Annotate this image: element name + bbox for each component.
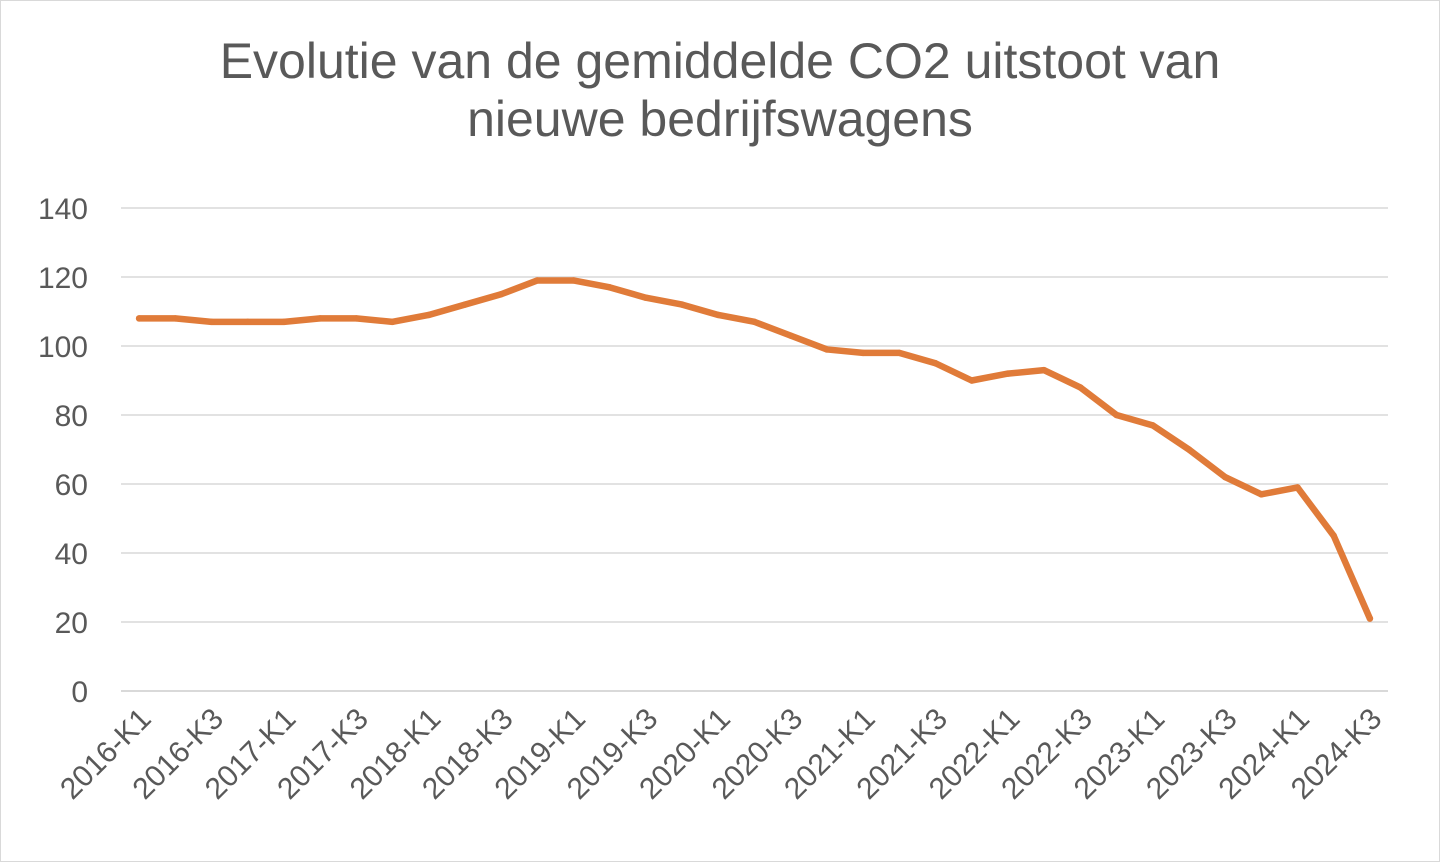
data-point	[968, 377, 975, 384]
data-point	[715, 311, 722, 319]
data-point	[1330, 532, 1337, 539]
data-point	[316, 315, 324, 322]
data-point	[1040, 366, 1048, 374]
data-point	[389, 318, 396, 326]
data-point	[1221, 473, 1229, 481]
gridlines	[121, 207, 1388, 692]
data-point	[570, 277, 577, 284]
data-point	[823, 346, 831, 353]
data-point	[497, 291, 505, 298]
y-axis: 0 20 40 60 80 100 120 140	[38, 193, 88, 709]
data-point	[1258, 491, 1265, 498]
data-point	[461, 301, 469, 308]
y-tick-label: 20	[55, 607, 88, 640]
data-point	[787, 332, 794, 339]
data-point	[751, 318, 758, 326]
x-axis: 2016-K12016-K32017-K12017-K32018-K12018-…	[54, 702, 1388, 806]
data-point	[1294, 484, 1301, 491]
data-point	[606, 284, 613, 291]
data-point	[642, 294, 650, 301]
series-line-0	[135, 277, 1374, 622]
chart-title: Evolutie van de gemiddelde CO2 uitstoot …	[0, 32, 1440, 148]
y-tick-label: 120	[38, 262, 88, 295]
data-point	[1113, 411, 1120, 419]
y-tick-label: 0	[71, 676, 88, 709]
data-point	[208, 318, 215, 326]
data-point	[1149, 422, 1156, 429]
data-point	[425, 311, 432, 319]
data-point	[1077, 384, 1084, 391]
data-point	[353, 315, 360, 322]
data-point	[534, 277, 541, 284]
data-point	[859, 349, 867, 357]
y-tick-label: 80	[55, 400, 88, 433]
chart-title-line-2: nieuwe bedrijfswagens	[467, 91, 973, 147]
y-tick-label: 60	[55, 469, 88, 502]
data-point	[932, 360, 939, 367]
data-point	[280, 318, 288, 326]
chart-title-line-1: Evolutie van de gemiddelde CO2 uitstoot …	[219, 33, 1221, 89]
data-point	[244, 318, 251, 326]
data-point	[172, 315, 179, 322]
data-point	[896, 349, 903, 357]
y-tick-label: 40	[55, 538, 88, 571]
data-point	[1185, 446, 1193, 453]
data-point	[678, 301, 686, 308]
data-point	[1004, 370, 1012, 377]
y-tick-label: 100	[38, 331, 88, 364]
y-tick-label: 140	[38, 193, 88, 226]
data-point	[1366, 615, 1374, 622]
series-layer	[135, 277, 1374, 622]
data-point	[135, 315, 143, 322]
